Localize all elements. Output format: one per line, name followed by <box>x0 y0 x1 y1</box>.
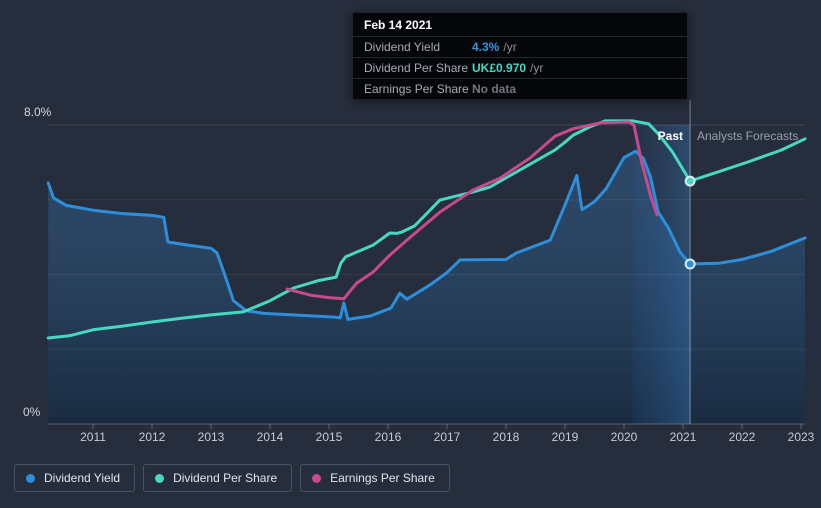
series-line-earnings-per-share <box>285 120 659 301</box>
legend-item-label: Dividend Yield <box>44 471 121 485</box>
x-axis-label-2023: 2023 <box>787 430 815 444</box>
series-line-dividend-per-share <box>46 119 807 340</box>
legend-dot-icon <box>312 473 322 483</box>
legend-dot-icon <box>155 473 165 483</box>
tooltip-row-earnings-per-share: Earnings Per Share No data <box>353 78 687 99</box>
marker-dividend-per-share[interactable] <box>684 175 696 187</box>
tooltip-date: Feb 14 2021 <box>364 18 433 32</box>
tooltip-value: 4.3% <box>472 40 500 54</box>
legend-item-label: Earnings Per Share <box>330 471 435 485</box>
chart-tooltip: Feb 14 2021 Dividend Yield 4.3% /yr Divi… <box>352 12 688 100</box>
tooltip-value-suffix: /yr <box>530 61 544 75</box>
tooltip-label: Earnings Per Share <box>364 82 469 96</box>
tooltip-row-dividend-per-share: Dividend Per Share UK£0.970 /yr <box>353 57 687 78</box>
series-line-dividend-yield <box>46 149 807 321</box>
y-axis-top-label: 8.0% <box>24 105 52 119</box>
legend-dot-icon <box>26 473 35 483</box>
past-zone-label: Past <box>657 129 683 143</box>
tooltip-value: No data <box>472 82 517 96</box>
tooltip-label: Dividend Yield <box>364 40 441 54</box>
x-axis-label-2011: 2011 <box>80 430 106 444</box>
marker-dividend-yield[interactable] <box>684 258 696 270</box>
x-axis-label-2020: 2020 <box>610 430 638 444</box>
x-axis-label-2015: 2015 <box>315 430 343 444</box>
x-axis-label-2022: 2022 <box>728 430 756 444</box>
tooltip-row-dividend-yield: Dividend Yield 4.3% /yr <box>353 36 687 57</box>
tooltip-label: Dividend Per Share <box>364 61 469 75</box>
tooltip-value-suffix: /yr <box>503 40 517 54</box>
legend-item-label: Dividend Per Share <box>173 471 278 485</box>
x-axis-label-2016: 2016 <box>374 430 402 444</box>
legend-item-dividend-yield[interactable]: Dividend Yield <box>14 464 136 492</box>
legend-item-dividend-per-share[interactable]: Dividend Per Share <box>143 464 293 492</box>
x-axis-label-2018: 2018 <box>492 430 520 444</box>
y-axis-zero-label: 0% <box>23 405 41 419</box>
x-axis-label-2014: 2014 <box>256 430 284 444</box>
forecast-zone-label: Analysts Forecasts <box>697 129 799 143</box>
tooltip-value: UK£0.970 <box>472 61 527 75</box>
x-axis-label-2012: 2012 <box>138 430 166 444</box>
x-axis-label-2017: 2017 <box>433 430 461 444</box>
chart-legend: Dividend Yield Dividend Per Share Earnings… <box>14 464 450 492</box>
x-axis-label-2019: 2019 <box>551 430 579 444</box>
hover-highlight-band <box>632 125 691 424</box>
legend-item-earnings-per-share[interactable]: Earnings Per Share <box>300 464 450 492</box>
x-axis-label-2013: 2013 <box>197 430 225 444</box>
x-axis-label-2021: 2021 <box>669 430 697 444</box>
